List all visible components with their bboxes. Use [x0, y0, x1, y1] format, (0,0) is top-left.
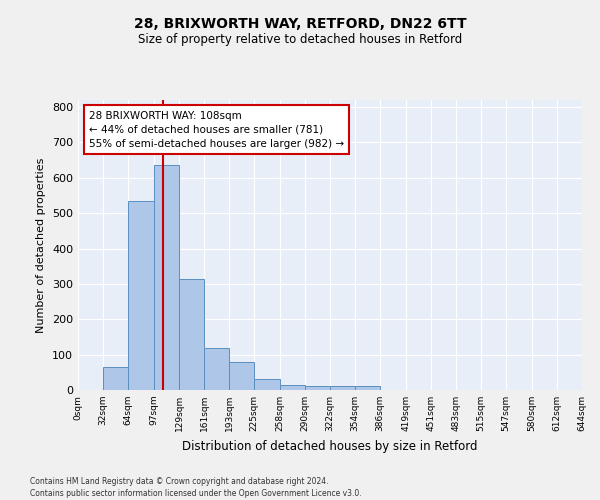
- Text: 28, BRIXWORTH WAY, RETFORD, DN22 6TT: 28, BRIXWORTH WAY, RETFORD, DN22 6TT: [134, 18, 466, 32]
- Bar: [179, 278, 204, 390]
- Text: Contains HM Land Registry data © Crown copyright and database right 2024.
Contai: Contains HM Land Registry data © Crown c…: [30, 476, 362, 498]
- Bar: [229, 362, 254, 390]
- Bar: [154, 166, 179, 390]
- Y-axis label: Number of detached properties: Number of detached properties: [37, 158, 46, 332]
- X-axis label: Distribution of detached houses by size in Retford: Distribution of detached houses by size …: [182, 440, 478, 452]
- Bar: [330, 386, 355, 390]
- Text: Size of property relative to detached houses in Retford: Size of property relative to detached ho…: [138, 32, 462, 46]
- Bar: [280, 384, 305, 390]
- Bar: [128, 201, 154, 390]
- Bar: [103, 367, 128, 390]
- Text: 28 BRIXWORTH WAY: 108sqm
← 44% of detached houses are smaller (781)
55% of semi-: 28 BRIXWORTH WAY: 108sqm ← 44% of detach…: [89, 110, 344, 148]
- Bar: [305, 386, 330, 390]
- Bar: [254, 380, 280, 390]
- Bar: [355, 386, 380, 390]
- Bar: [204, 348, 229, 390]
